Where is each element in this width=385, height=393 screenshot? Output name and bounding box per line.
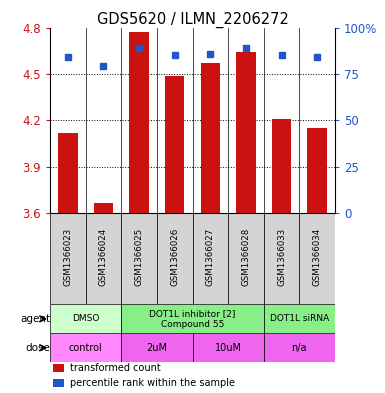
Bar xyxy=(192,213,228,304)
Text: GSM1366026: GSM1366026 xyxy=(170,228,179,286)
Bar xyxy=(300,213,335,304)
Bar xyxy=(192,333,264,362)
Text: GSM1366028: GSM1366028 xyxy=(241,228,250,286)
Bar xyxy=(165,75,184,213)
Text: DOT1L inhibitor [2]
Compound 55: DOT1L inhibitor [2] Compound 55 xyxy=(149,309,236,329)
Bar xyxy=(50,333,121,362)
Text: GSM1366024: GSM1366024 xyxy=(99,228,108,286)
Text: n/a: n/a xyxy=(291,343,307,353)
Bar xyxy=(53,364,64,372)
Text: control: control xyxy=(69,343,102,353)
Bar xyxy=(201,63,220,213)
Bar xyxy=(121,213,157,304)
Text: 10uM: 10uM xyxy=(214,343,242,353)
Text: GSM1366027: GSM1366027 xyxy=(206,228,215,286)
Text: agent: agent xyxy=(20,314,50,324)
Bar xyxy=(228,213,264,304)
Bar xyxy=(264,304,335,333)
Text: DMSO: DMSO xyxy=(72,314,99,323)
Bar xyxy=(85,213,121,304)
Text: DOT1L siRNA: DOT1L siRNA xyxy=(270,314,329,323)
Bar xyxy=(307,128,327,213)
Title: GDS5620 / ILMN_2206272: GDS5620 / ILMN_2206272 xyxy=(97,11,288,28)
Bar xyxy=(157,213,192,304)
Bar xyxy=(272,119,291,213)
Bar xyxy=(53,378,64,387)
Bar xyxy=(236,52,256,213)
Text: GSM1366033: GSM1366033 xyxy=(277,228,286,286)
Bar xyxy=(264,333,335,362)
Bar xyxy=(94,203,113,213)
Bar xyxy=(50,213,85,304)
Text: GSM1366034: GSM1366034 xyxy=(313,228,321,286)
Text: transformed count: transformed count xyxy=(70,363,161,373)
Bar xyxy=(121,304,264,333)
Text: dose: dose xyxy=(25,343,50,353)
Bar xyxy=(58,133,78,213)
Text: GSM1366025: GSM1366025 xyxy=(135,228,144,286)
Bar xyxy=(264,213,300,304)
Text: GSM1366023: GSM1366023 xyxy=(64,228,72,286)
Bar xyxy=(121,333,192,362)
Bar xyxy=(50,304,121,333)
Text: percentile rank within the sample: percentile rank within the sample xyxy=(70,378,235,387)
Bar xyxy=(129,32,149,213)
Text: 2uM: 2uM xyxy=(146,343,167,353)
